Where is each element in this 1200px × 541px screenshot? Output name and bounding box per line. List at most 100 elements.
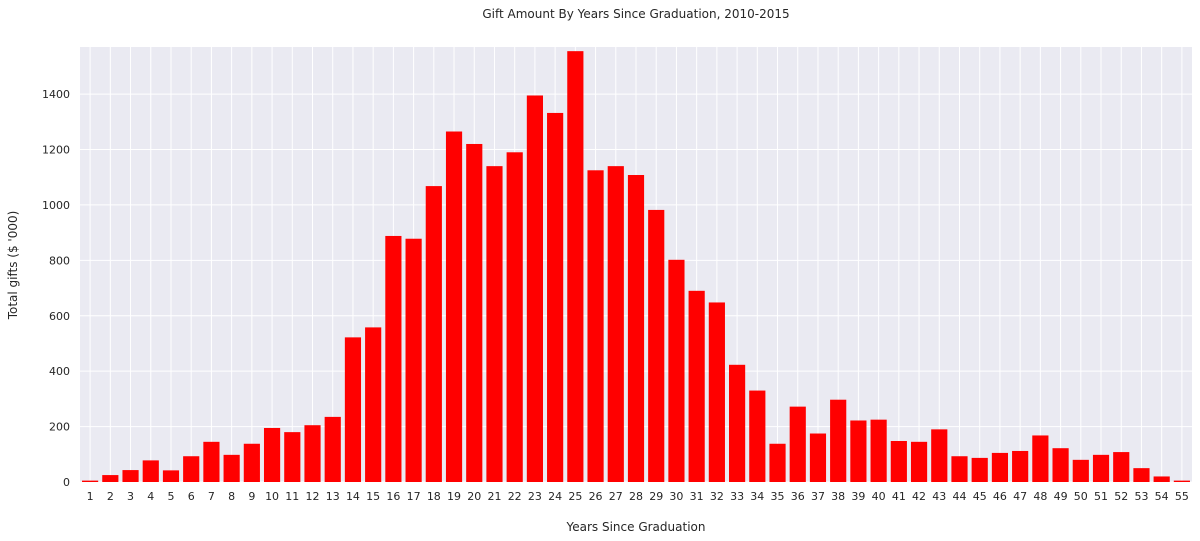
bar [506,152,523,482]
bar [587,170,604,482]
x-tick-label: 35 [771,490,785,503]
bar [324,416,341,482]
bar [809,433,827,482]
x-tick-label: 7 [208,490,215,503]
x-tick-label: 12 [306,490,320,503]
x-tick-label: 8 [228,490,235,503]
bars [82,51,1190,483]
x-tick-label: 3 [127,490,134,503]
bar [688,290,705,482]
y-tick-label: 1400 [42,88,70,101]
y-tick-label: 200 [49,421,70,434]
x-tick-label: 9 [248,490,255,503]
x-tick-label: 44 [952,490,966,503]
x-tick-label: 33 [730,490,744,503]
x-tick-label: 19 [447,490,461,503]
bar [526,95,543,483]
x-tick-label: 46 [993,490,1007,503]
bar [951,456,968,482]
x-tick-labels: 1 2 3 4 5 6 7 8 9 10 11 12 13 14 15 16 17 18 19 20 21 22 23 24 2… [87,490,1189,503]
bar [1133,468,1150,482]
bar [1113,452,1130,482]
y-axis-label: Total gifts ($ '000) [6,211,20,321]
bar [1012,450,1029,482]
x-tick-label: 47 [1013,490,1027,503]
x-tick-label: 2 [107,490,114,503]
bar [789,406,806,482]
y-tick-label: 600 [49,310,70,323]
x-tick-label: 29 [649,490,663,503]
bar [769,443,786,482]
bar [870,419,887,482]
bar [466,143,483,482]
x-tick-label: 17 [407,490,421,503]
y-tick-label: 400 [49,365,70,378]
x-tick-label: 48 [1033,490,1047,503]
bar [263,427,281,482]
bar [183,456,200,482]
x-tick-label: 45 [973,490,987,503]
bar [405,238,422,482]
x-tick-label: 36 [791,490,805,503]
x-tick-label: 24 [548,490,562,503]
bar [1092,454,1110,482]
y-tick-label: 0 [63,476,70,489]
bar [567,51,584,482]
x-tick-label: 6 [188,490,195,503]
bar [1173,480,1190,482]
x-axis-label: Years Since Graduation [566,520,706,534]
x-tick-label: 54 [1155,490,1169,503]
bar [122,470,139,482]
y-tick-label: 1200 [42,144,70,157]
x-tick-label: 51 [1094,490,1108,503]
bar [445,131,463,483]
x-tick-label: 40 [872,490,886,503]
x-tick-label: 38 [831,490,845,503]
x-tick-label: 50 [1074,490,1088,503]
x-tick-label: 42 [912,490,926,503]
bar [971,457,988,482]
bar [729,364,746,482]
bar [850,420,867,482]
bar [223,454,240,482]
bar [890,440,907,482]
x-tick-label: 20 [467,490,481,503]
bar [931,429,948,482]
x-tick-label: 28 [629,490,643,503]
bar [668,259,685,482]
x-tick-label: 52 [1114,490,1128,503]
x-tick-label: 30 [669,490,683,503]
x-tick-label: 16 [386,490,400,503]
bar [162,470,180,482]
bar [365,327,382,482]
bar [830,399,847,482]
bar [607,166,624,482]
x-tick-label: 32 [710,490,724,503]
x-tick-label: 22 [508,490,522,503]
bar [203,441,220,482]
bar [1032,435,1049,482]
x-tick-label: 26 [589,490,603,503]
x-tick-label: 31 [690,490,704,503]
x-tick-label: 53 [1134,490,1148,503]
bar [486,166,503,482]
x-tick-label: 27 [609,490,623,503]
x-tick-label: 1 [87,490,94,503]
x-tick-label: 5 [167,490,174,503]
x-tick-label: 25 [568,490,582,503]
x-tick-label: 18 [427,490,441,503]
x-tick-label: 41 [892,490,906,503]
bar [142,460,159,482]
bar [385,235,402,482]
bar [243,443,260,482]
x-tick-label: 4 [147,490,154,503]
bar [648,209,665,483]
bar [627,175,645,483]
bar [425,186,442,482]
x-tick-label: 15 [366,490,380,503]
x-tick-label: 10 [265,490,279,503]
x-tick-label: 14 [346,490,360,503]
y-tick-label: 800 [49,254,70,267]
chart-title: Gift Amount By Years Since Graduation, 2… [482,7,789,21]
